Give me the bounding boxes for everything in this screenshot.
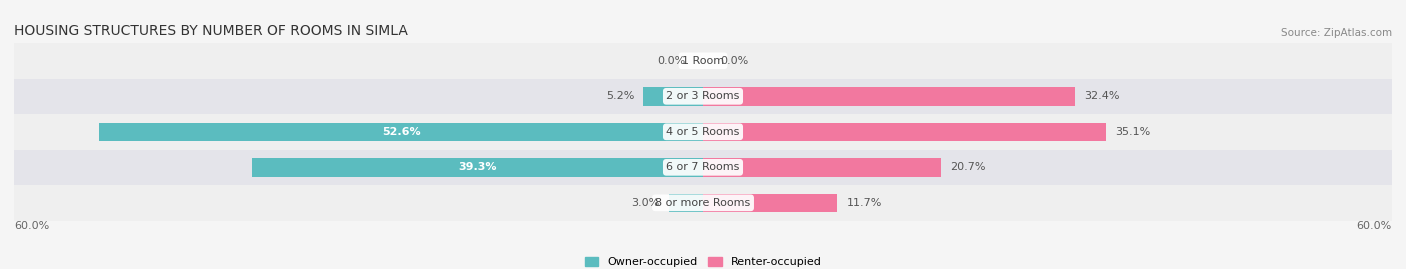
Bar bbox=[14, 150, 1392, 185]
Text: HOUSING STRUCTURES BY NUMBER OF ROOMS IN SIMLA: HOUSING STRUCTURES BY NUMBER OF ROOMS IN… bbox=[14, 24, 408, 38]
Text: 2 or 3 Rooms: 2 or 3 Rooms bbox=[666, 91, 740, 101]
Bar bbox=[98, 123, 703, 141]
Text: 6 or 7 Rooms: 6 or 7 Rooms bbox=[666, 162, 740, 172]
Bar bbox=[14, 114, 1392, 150]
Text: 5.2%: 5.2% bbox=[606, 91, 634, 101]
Bar bbox=[703, 158, 941, 176]
Bar bbox=[644, 87, 703, 105]
Text: 20.7%: 20.7% bbox=[950, 162, 986, 172]
Text: 0.0%: 0.0% bbox=[720, 56, 748, 66]
Bar bbox=[669, 194, 703, 212]
Text: 32.4%: 32.4% bbox=[1084, 91, 1119, 101]
Bar bbox=[703, 123, 1107, 141]
Text: 60.0%: 60.0% bbox=[1357, 221, 1392, 231]
Bar bbox=[14, 79, 1392, 114]
Bar bbox=[14, 43, 1392, 79]
Bar bbox=[252, 158, 703, 176]
Text: 1 Room: 1 Room bbox=[682, 56, 724, 66]
Text: 60.0%: 60.0% bbox=[14, 221, 49, 231]
Bar bbox=[703, 194, 838, 212]
Text: 3.0%: 3.0% bbox=[631, 198, 659, 208]
Text: 52.6%: 52.6% bbox=[381, 127, 420, 137]
Text: 35.1%: 35.1% bbox=[1115, 127, 1150, 137]
Text: Source: ZipAtlas.com: Source: ZipAtlas.com bbox=[1281, 28, 1392, 38]
Bar bbox=[14, 185, 1392, 221]
Text: 8 or more Rooms: 8 or more Rooms bbox=[655, 198, 751, 208]
Text: 0.0%: 0.0% bbox=[658, 56, 686, 66]
Text: 4 or 5 Rooms: 4 or 5 Rooms bbox=[666, 127, 740, 137]
Legend: Owner-occupied, Renter-occupied: Owner-occupied, Renter-occupied bbox=[581, 253, 825, 269]
Text: 11.7%: 11.7% bbox=[846, 198, 882, 208]
Text: 39.3%: 39.3% bbox=[458, 162, 496, 172]
Bar bbox=[703, 87, 1076, 105]
